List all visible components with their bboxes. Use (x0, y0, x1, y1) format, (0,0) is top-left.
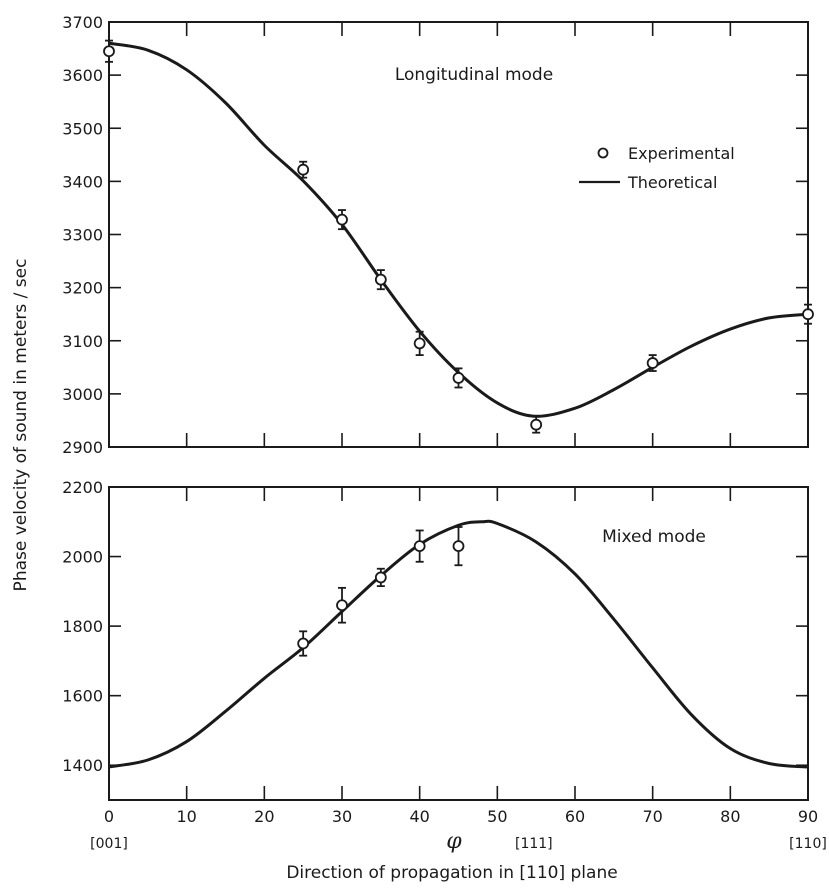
longitudinal-title: Longitudinal mode (395, 65, 553, 85)
x-tick-label: 20 (254, 807, 274, 826)
experimental-point (374, 571, 387, 584)
x-symbol-phi: φ (446, 829, 462, 854)
x-tick-label: 30 (332, 807, 352, 826)
experimental-point (413, 540, 426, 553)
x-tick-label: 50 (487, 807, 507, 826)
y-tick-label: 1800 (62, 617, 103, 636)
experimental-point (452, 372, 465, 384)
theoretical-curve (108, 519, 809, 769)
x-axis-title: Direction of propagation in [110] plane (286, 863, 617, 883)
experimental-point (802, 308, 814, 321)
x-tick-label: 80 (720, 807, 740, 826)
experimental-point (646, 357, 659, 369)
experimental-point (413, 337, 426, 350)
legend-theoretical-label: Theoretical (627, 173, 717, 192)
legend-experimental-marker (597, 147, 609, 159)
y-tick-label: 1400 (62, 756, 103, 775)
x-tick-label: 0 (104, 807, 114, 826)
longitudinal-panel: 2900 3000 3100 3200 3300 3400 3500 3600 3700 (62, 13, 814, 457)
y-tick-label: 3300 (62, 226, 103, 245)
y-tick-label: 3200 (62, 279, 103, 298)
x-tick-label: 10 (176, 807, 196, 826)
experimental-point (297, 637, 310, 650)
legend-experimental-label: Experimental (628, 144, 735, 163)
y-tick-label: 3600 (62, 66, 103, 85)
y-tick-label: 2900 (62, 438, 103, 457)
direction-label: [111] (515, 836, 553, 852)
mixed-title: Mixed mode (602, 527, 706, 547)
direction-label: [110] (789, 836, 827, 852)
experimental-point (452, 540, 465, 553)
mixed-panel: 1400 1600 1800 2000 2200 0 10 20 30 40 50 60 70 80 90 [… (62, 478, 827, 852)
y-tick-label: 3400 (62, 172, 103, 191)
x-tick-label: 60 (565, 807, 585, 826)
y-tick-label: 3000 (62, 385, 103, 404)
y-axis-title: Phase velocity of sound in meters / sec (11, 259, 31, 592)
theoretical-curve (108, 41, 809, 418)
y-tick-label: 3100 (62, 332, 103, 351)
x-tick-label: 40 (409, 807, 429, 826)
experimental-point (374, 273, 387, 286)
legend: Experimental Theoretical (579, 144, 735, 192)
y-tick-label: 3700 (62, 13, 103, 32)
x-tick-label: 70 (642, 807, 662, 826)
x-tick-label: 90 (798, 807, 818, 826)
direction-label: [001] (90, 836, 128, 852)
experimental-point (297, 163, 310, 176)
plot-frame (108, 486, 809, 801)
y-tick-label: 3500 (62, 119, 103, 138)
experimental-point (336, 599, 348, 612)
experimental-point (336, 213, 348, 226)
experimental-point (103, 45, 115, 58)
experimental-point (530, 418, 543, 431)
y-tick-label: 1600 (62, 687, 103, 706)
y-tick-label: 2000 (62, 548, 103, 567)
y-tick-label: 2200 (62, 478, 103, 497)
